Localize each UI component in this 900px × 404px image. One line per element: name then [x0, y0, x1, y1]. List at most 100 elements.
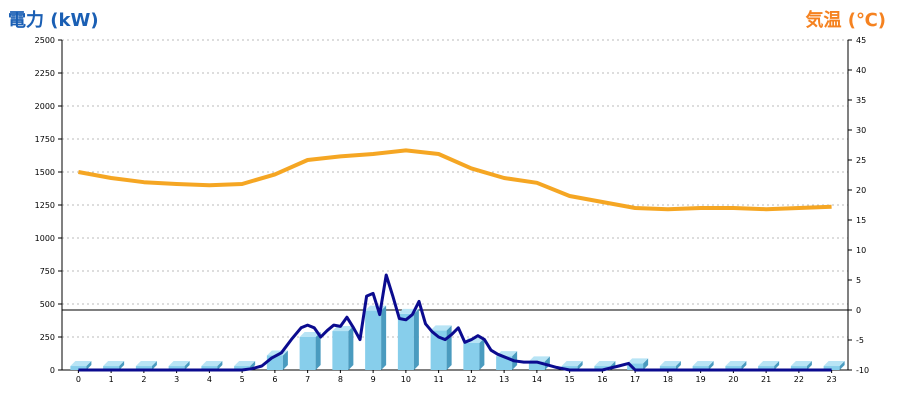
bar: [790, 366, 807, 370]
right-tick-label: -10: [856, 366, 869, 375]
bar: [103, 366, 120, 370]
left-tick-label: 2250: [35, 69, 55, 78]
bar-top: [135, 361, 157, 367]
bar: [561, 366, 578, 370]
bar-top: [823, 361, 845, 367]
x-tick-label: 0: [76, 375, 81, 384]
x-tick-label: 5: [240, 375, 245, 384]
bar-side: [348, 326, 354, 370]
bar: [758, 366, 775, 370]
x-tick-label: 6: [272, 375, 277, 384]
bar: [234, 366, 251, 370]
bar-top: [103, 361, 125, 367]
right-tick-label: 0: [856, 306, 861, 315]
right-tick-label: 35: [856, 96, 866, 105]
bar: [823, 366, 840, 370]
bar-top: [201, 361, 223, 367]
right-tick-label: 25: [856, 156, 866, 165]
x-tick-label: 21: [761, 375, 771, 384]
x-tick-label: 9: [371, 375, 376, 384]
bar: [463, 342, 480, 370]
bar-side: [282, 350, 288, 370]
right-tick-label: 20: [856, 186, 866, 195]
bar-side: [774, 361, 780, 370]
bar-top: [70, 361, 92, 367]
bar: [201, 366, 218, 370]
right-tick-label: 10: [856, 246, 866, 255]
bar-top: [594, 361, 616, 367]
bar-top: [168, 361, 190, 367]
x-tick-label: 19: [696, 375, 706, 384]
bar-side: [839, 361, 845, 370]
bar-top: [790, 361, 812, 367]
bar: [659, 366, 676, 370]
bar: [70, 366, 87, 370]
bar-side: [544, 356, 550, 370]
x-tick-label: 16: [597, 375, 607, 384]
bar-side: [479, 337, 485, 370]
right-axis-title: 気温 (℃): [805, 10, 886, 31]
bar-side: [446, 325, 452, 370]
x-tick-label: 11: [434, 375, 444, 384]
bar: [725, 366, 742, 370]
x-tick-label: 18: [663, 375, 673, 384]
x-tick-label: 22: [794, 375, 804, 384]
right-tick-label: 15: [856, 216, 866, 225]
x-tick-label: 15: [565, 375, 575, 384]
x-tick-label: 12: [466, 375, 476, 384]
left-tick-label: 0: [50, 366, 55, 375]
bar-top: [299, 332, 321, 337]
bar-side: [315, 332, 321, 370]
bar-side: [708, 361, 714, 370]
left-tick-label: 500: [40, 300, 55, 309]
left-tick-label: 1250: [35, 201, 55, 210]
x-tick-label: 4: [207, 375, 212, 384]
bar-top: [561, 361, 583, 367]
bar-side: [86, 361, 92, 370]
left-tick-label: 750: [40, 267, 55, 276]
bar-top: [627, 358, 649, 364]
bar: [627, 363, 644, 370]
bar-top: [725, 361, 747, 367]
x-tick-label: 2: [141, 375, 146, 384]
x-tick-label: 20: [728, 375, 738, 384]
bar: [168, 366, 185, 370]
bar: [299, 337, 316, 370]
x-tick-label: 14: [532, 375, 542, 384]
bar: [528, 361, 545, 370]
left-tick-label: 250: [40, 333, 55, 342]
bar-side: [151, 361, 157, 370]
bar-side: [643, 358, 649, 370]
bar-side: [381, 305, 387, 370]
x-tick-label: 13: [499, 375, 509, 384]
bar-top: [528, 356, 550, 362]
temperature-line: [78, 148, 832, 212]
left-tick-label: 1000: [35, 234, 55, 243]
right-tick-label: 5: [856, 276, 861, 285]
bar-top: [234, 361, 256, 367]
x-tick-label: 8: [338, 375, 343, 384]
x-tick-label: 10: [401, 375, 411, 384]
x-tick-label: 17: [630, 375, 640, 384]
bar: [135, 366, 152, 370]
left-tick-label: 1750: [35, 135, 55, 144]
bar: [594, 366, 611, 370]
bar-top: [659, 361, 681, 367]
bar-top: [758, 361, 780, 367]
bar-side: [741, 361, 747, 370]
right-tick-label: -5: [856, 336, 864, 345]
bar-side: [675, 361, 681, 370]
bar-side: [577, 361, 583, 370]
bar-side: [184, 361, 190, 370]
bar-side: [119, 361, 125, 370]
right-tick-label: 40: [856, 66, 866, 75]
bar-side: [217, 361, 223, 370]
right-tick-label: 45: [856, 36, 866, 45]
left-axis-title: 電力 (kW): [8, 10, 99, 31]
left-tick-label: 2500: [35, 36, 55, 45]
bar: [692, 366, 709, 370]
x-tick-label: 7: [305, 375, 310, 384]
left-tick-label: 2000: [35, 102, 55, 111]
